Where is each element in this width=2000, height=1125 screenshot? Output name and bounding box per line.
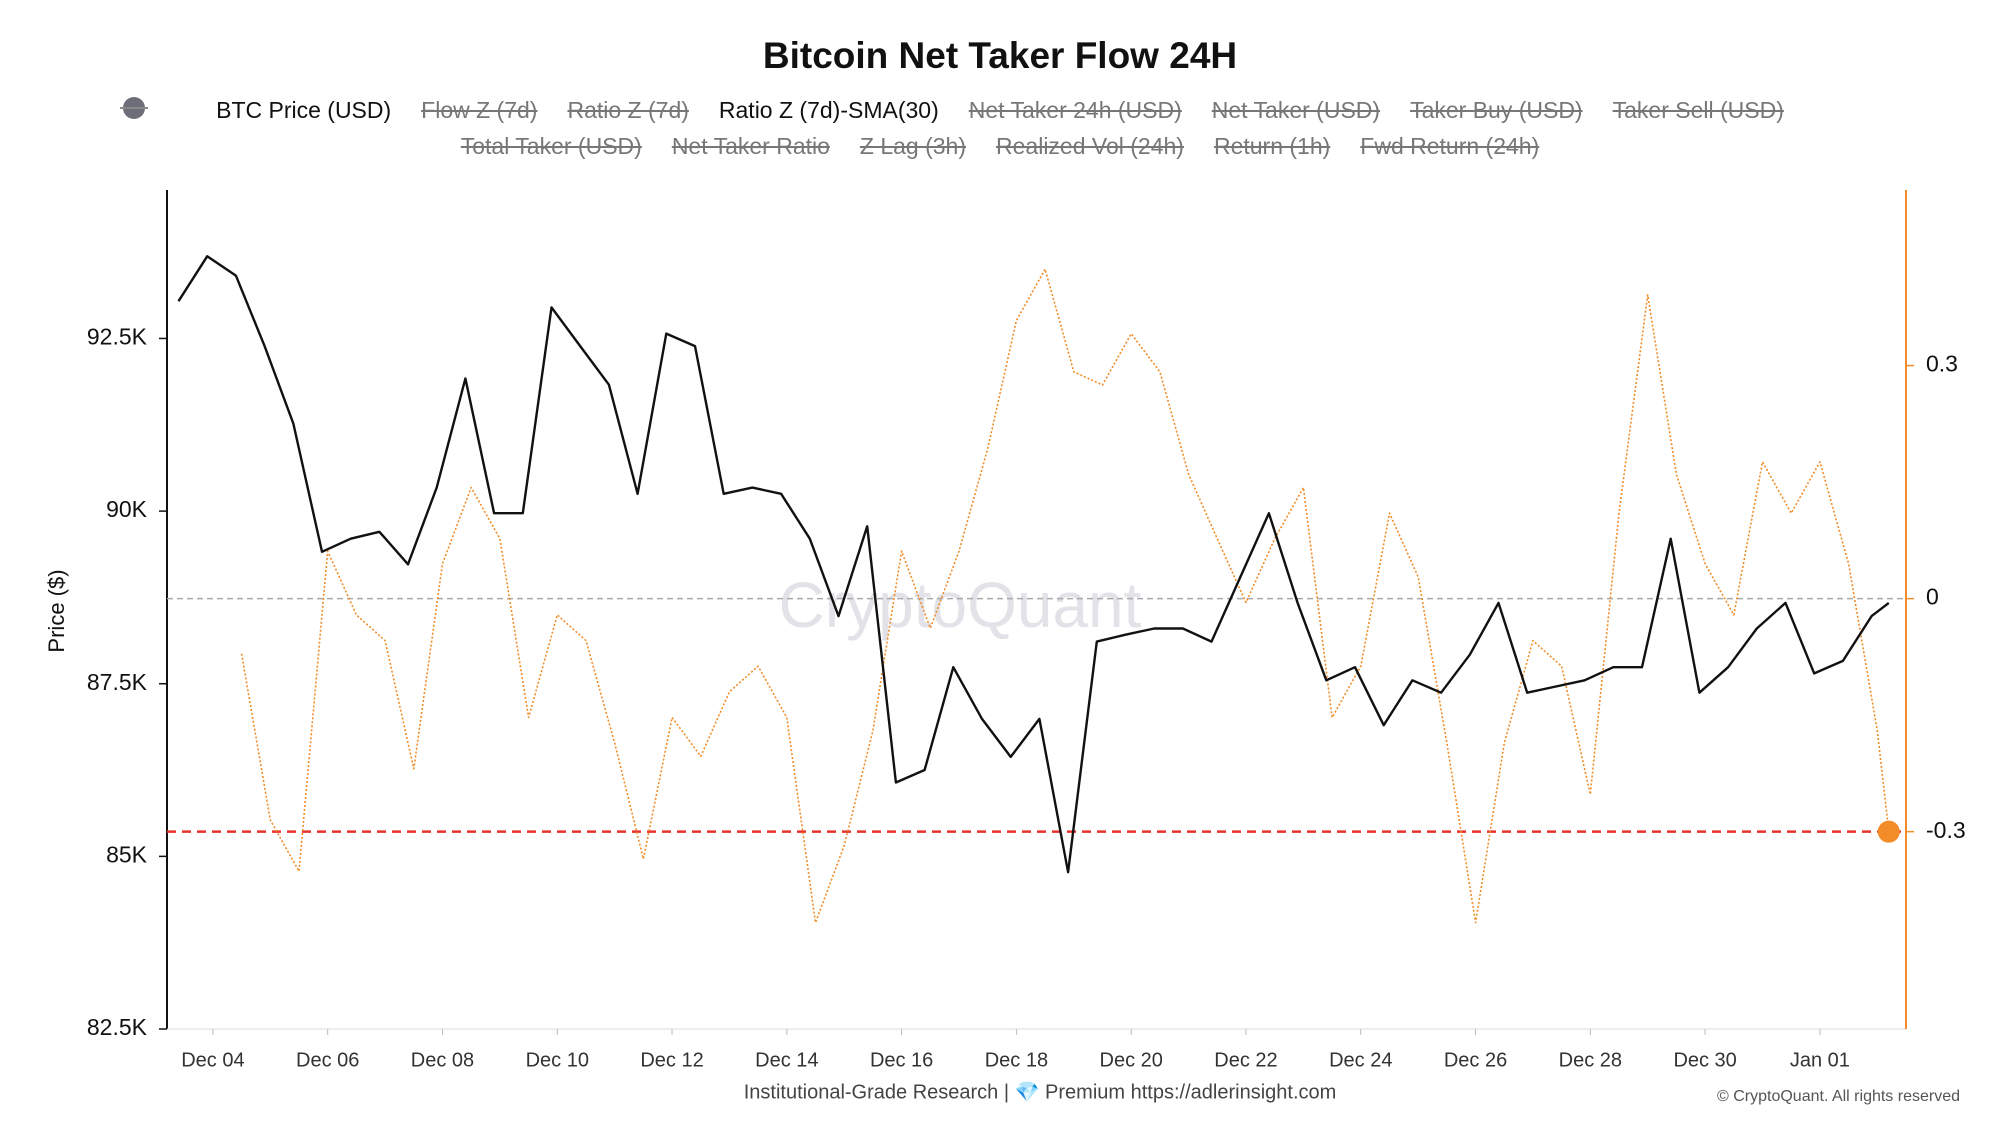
x-tick-label: Dec 28 (1559, 1049, 1622, 1071)
x-tick-label: Dec 06 (296, 1049, 359, 1071)
legend-label: Flow Z (7d) (421, 96, 538, 123)
y2-tick-label: -0.3 (1926, 817, 1966, 843)
x-tick-label: Jan 01 (1790, 1049, 1850, 1071)
legend-item[interactable]: Realized Vol (24h) (120, 107, 1184, 160)
legend-item[interactable]: Taker Sell (USD) (120, 96, 1784, 124)
watermark: CryptoQuant (779, 569, 1142, 641)
legend-label: Realized Vol (24h) (996, 132, 1184, 159)
chart-title: Bitcoin Net Taker Flow 24H (763, 35, 1237, 76)
x-tick-label: Dec 26 (1444, 1049, 1507, 1071)
series-line (240, 268, 1890, 924)
legend-label: Total Taker (USD) (460, 132, 642, 159)
y-tick-label: 82.5K (87, 1014, 148, 1040)
end-marker (1877, 820, 1900, 843)
legend-label: Net Taker Ratio (671, 132, 830, 159)
legend-label: Taker Buy (USD) (1410, 96, 1583, 123)
legend-label: Fwd Return (24h) (1360, 132, 1540, 159)
x-tick-label: Dec 30 (1673, 1049, 1736, 1071)
x-tick-label: Dec 22 (1214, 1049, 1277, 1071)
legend-label: BTC Price (USD) (216, 96, 392, 123)
legend-swatch (120, 107, 148, 109)
x-tick-label: Dec 24 (1329, 1049, 1392, 1071)
legend-item[interactable]: Flow Z (7d) (123, 96, 538, 124)
x-tick-label: Dec 10 (526, 1049, 589, 1071)
legend-label: Ratio Z (7d) (567, 96, 689, 123)
series-line (177, 255, 1890, 874)
legend-item[interactable]: Z Lag (3h) (120, 107, 967, 160)
legend-item[interactable]: Fwd Return (24h) (120, 107, 1540, 160)
legend-item[interactable]: Net Taker (USD) (120, 96, 1381, 124)
x-tick-label: Dec 14 (755, 1049, 818, 1071)
copyright: © CryptoQuant. All rights reserved (1717, 1088, 1960, 1105)
legend: BTC Price (USD) Flow Z (7d) Ratio Z (7d) Ra… (120, 96, 1880, 160)
x-tick-label: Dec 04 (181, 1049, 244, 1071)
legend-label: Taker Sell (USD) (1612, 96, 1784, 123)
y-tick-label: 87.5K (87, 669, 148, 695)
legend-item[interactable]: Total Taker (USD) (120, 107, 642, 160)
x-tick-label: Dec 20 (1100, 1049, 1163, 1071)
y2-tick-label: 0 (1926, 584, 1939, 610)
x-tick-label: Dec 08 (411, 1049, 474, 1071)
legend-item[interactable]: Net Taker Ratio (120, 107, 830, 160)
legend-label: Ratio Z (7d)-SMA(30) (718, 96, 939, 123)
x-tick-label: Dec 12 (640, 1049, 703, 1071)
legend-item[interactable]: BTC Price (USD) (120, 96, 392, 124)
legend-label: Net Taker (USD) (1211, 96, 1381, 123)
legend-item[interactable]: Ratio Z (7d)-SMA(30) (120, 96, 939, 124)
y2-tick-label: 0.3 (1926, 351, 1958, 377)
y-tick-label: 90K (106, 496, 148, 522)
y-tick-label: 85K (106, 841, 148, 867)
legend-item[interactable]: Ratio Z (7d) (120, 96, 689, 124)
y-axis-label: Price ($) (44, 569, 69, 652)
legend-item[interactable]: Return (1h) (120, 107, 1331, 160)
footer: Institutional-Grade Research | 💎 Premium… (744, 1081, 1337, 1103)
legend-label: Net Taker 24h (USD) (968, 96, 1182, 123)
x-tick-label: Dec 16 (870, 1049, 933, 1071)
legend-label: Z Lag (3h) (859, 132, 967, 159)
x-tick-label: Dec 18 (985, 1049, 1048, 1071)
y-tick-label: 92.5K (87, 324, 148, 350)
legend-label: Return (1h) (1213, 132, 1331, 159)
legend-item[interactable]: Taker Buy (USD) (120, 96, 1583, 124)
legend-item[interactable]: Net Taker 24h (USD) (120, 96, 1182, 124)
